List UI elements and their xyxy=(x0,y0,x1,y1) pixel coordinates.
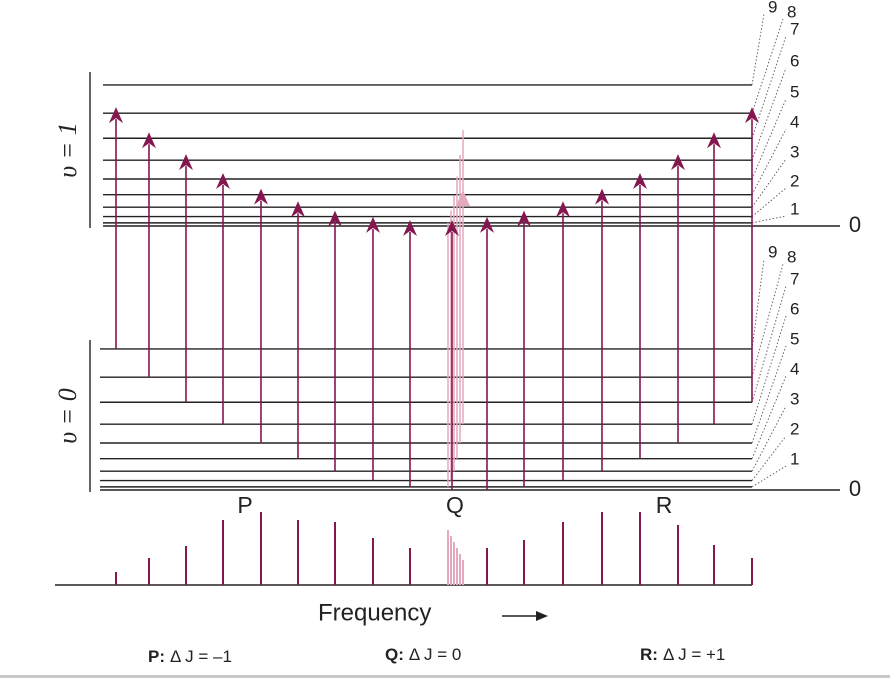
q-transition-head xyxy=(456,190,470,206)
caption: Q: Δ J = 0 xyxy=(385,645,461,664)
axis-label: Frequency xyxy=(318,599,431,626)
r-transition-head xyxy=(671,154,685,171)
j-label: 9 xyxy=(768,0,777,16)
r-transition-head xyxy=(517,210,531,227)
p-transition-head xyxy=(179,154,193,171)
j-label: 2 xyxy=(790,171,799,190)
p-transition-head xyxy=(366,216,380,233)
j-label: 3 xyxy=(790,142,799,161)
p-transition-head xyxy=(216,172,230,189)
j-label: 5 xyxy=(790,82,799,101)
r-transition-head xyxy=(556,201,570,218)
j-label: 1 xyxy=(790,199,799,218)
j-label: 0 xyxy=(849,212,861,237)
caption-rule: Δ J = 0 xyxy=(409,645,461,664)
j-label: 8 xyxy=(787,2,796,21)
upper-state-label: υ = 1 xyxy=(53,122,82,177)
caption-branch: Q: xyxy=(385,645,404,664)
leader-line xyxy=(751,285,787,403)
leader-line xyxy=(751,67,787,161)
r-transition-head xyxy=(745,107,759,124)
caption-rule: Δ J = –1 xyxy=(170,647,232,666)
j-label: 7 xyxy=(790,269,799,288)
r-transition-head xyxy=(633,172,647,189)
p-transition-head xyxy=(328,210,342,227)
j-label: 4 xyxy=(790,112,799,131)
p-transition-head xyxy=(403,220,417,236)
p-transition-head xyxy=(254,188,268,205)
j-label: 9 xyxy=(768,242,777,261)
j-label: 4 xyxy=(790,359,799,378)
r-transition-head xyxy=(595,188,609,205)
j-label: 2 xyxy=(790,419,799,438)
j-label: 7 xyxy=(790,19,799,38)
q-transition-head xyxy=(445,220,459,236)
branch-label: P xyxy=(237,492,252,518)
leader-line xyxy=(751,18,784,114)
leader-line xyxy=(751,215,787,224)
leader-line xyxy=(751,187,787,217)
j-label: 1 xyxy=(790,449,799,468)
leader-line xyxy=(751,98,787,180)
j-label: 0 xyxy=(849,476,861,501)
caption: R: Δ J = +1 xyxy=(640,645,725,664)
j-label: 8 xyxy=(787,247,796,266)
p-transition-head xyxy=(291,201,305,218)
p-transition-head xyxy=(142,132,156,149)
caption-rule: Δ J = +1 xyxy=(663,645,725,664)
leader-line xyxy=(751,435,787,481)
r-transition-head xyxy=(707,132,721,149)
caption-branch: P: xyxy=(148,647,165,666)
leader-line xyxy=(751,315,787,425)
branch-label: Q xyxy=(446,492,464,518)
lower-state-label: υ = 0 xyxy=(53,388,82,443)
leader-line xyxy=(751,375,787,459)
j-label: 6 xyxy=(790,299,799,318)
j-label: 5 xyxy=(790,329,799,348)
leader-line xyxy=(751,158,787,208)
leader-line xyxy=(751,258,765,350)
p-transition-head xyxy=(109,107,123,124)
caption-branch: R: xyxy=(640,645,658,664)
caption: P: Δ J = –1 xyxy=(148,647,232,666)
j-label: 3 xyxy=(790,389,799,408)
branch-label: R xyxy=(656,492,673,518)
bottom-border xyxy=(0,675,890,678)
j-label: 6 xyxy=(790,51,799,70)
leader-line xyxy=(751,13,765,86)
axis-arrow xyxy=(502,611,548,621)
r-transition-head xyxy=(480,216,494,233)
